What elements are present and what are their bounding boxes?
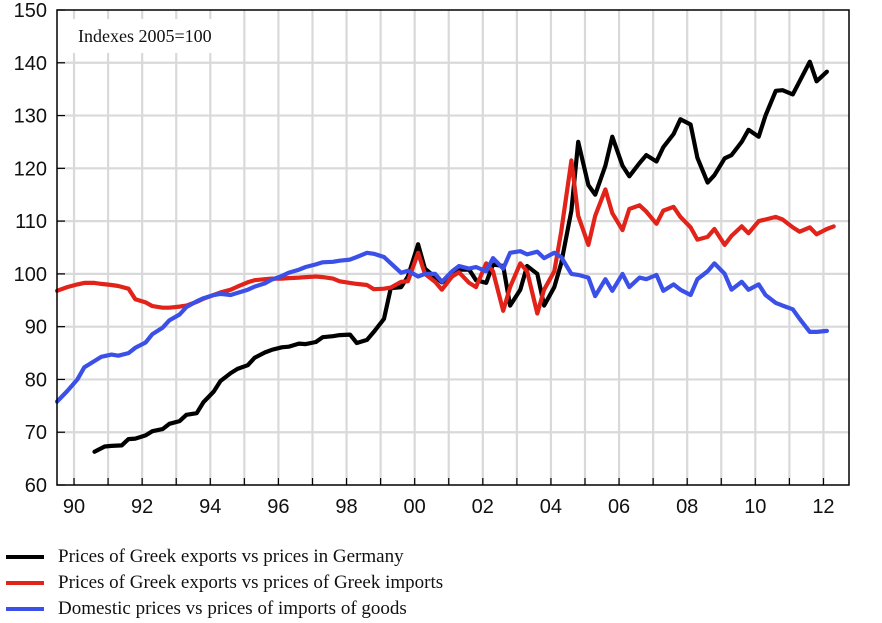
x-tick-label: 94: [199, 496, 221, 518]
series-lines: [54, 59, 836, 454]
y-tick-label: 150: [14, 0, 47, 22]
y-axis-tick-labels: 60 70 80 90 100 110 120 130 140 150: [14, 0, 47, 497]
x-tick-label: 98: [335, 496, 357, 518]
legend-swatch-black: [6, 555, 44, 559]
y-tick-label: 110: [15, 211, 47, 233]
axis-ticks: [57, 9, 825, 486]
chart-annotation: Indexes 2005=100: [78, 26, 212, 46]
annotation-background: [66, 19, 242, 53]
y-tick-label: 80: [25, 369, 47, 391]
legend-item: Domestic prices vs prices of imports of …: [6, 596, 443, 622]
y-tick-label: 120: [14, 158, 47, 180]
legend-swatch-blue: [6, 607, 44, 611]
x-tick-label: 10: [744, 496, 766, 518]
x-axis-tick-labels: 90 92 94 96 98 00 02 04 06 08 10 12: [63, 496, 835, 518]
series-line-0: [92, 59, 829, 454]
y-tick-label: 90: [25, 317, 47, 339]
x-tick-label: 90: [63, 496, 85, 518]
x-tick-label: 02: [472, 496, 494, 518]
x-tick-label: 04: [540, 496, 562, 518]
chart: 60 70 80 90 100 110 120 130 140 150 90 92 94 96 98 00 0…: [14, 0, 850, 518]
x-tick-label: 96: [267, 496, 289, 518]
y-tick-label: 60: [25, 475, 47, 497]
y-tick-label: 130: [14, 106, 47, 128]
legend-label: Prices of Greek exports vs prices in Ger…: [58, 546, 404, 567]
plot-frame: [56, 9, 850, 486]
legend-item: Prices of Greek exports vs prices in Ger…: [6, 544, 443, 570]
series-line-2: [54, 249, 829, 404]
x-tick-label: 06: [608, 496, 630, 518]
legend-label: Prices of Greek exports vs prices of Gre…: [58, 572, 444, 593]
plot-background: [57, 10, 849, 485]
y-tick-label: 100: [14, 264, 47, 286]
x-tick-label: 92: [131, 496, 153, 518]
vertical-grid: [72, 10, 825, 485]
legend-swatch-red: [6, 581, 44, 585]
x-tick-label: 00: [404, 496, 426, 518]
y-tick-label: 140: [14, 53, 47, 75]
legend-item: Prices of Greek exports vs prices of Gre…: [6, 570, 443, 596]
y-tick-label: 70: [25, 422, 47, 444]
legend-label: Domestic prices vs prices of imports of …: [58, 598, 407, 619]
legend: Prices of Greek exports vs prices in Ger…: [6, 544, 443, 622]
x-tick-label: 12: [812, 496, 834, 518]
x-tick-label: 08: [676, 496, 698, 518]
